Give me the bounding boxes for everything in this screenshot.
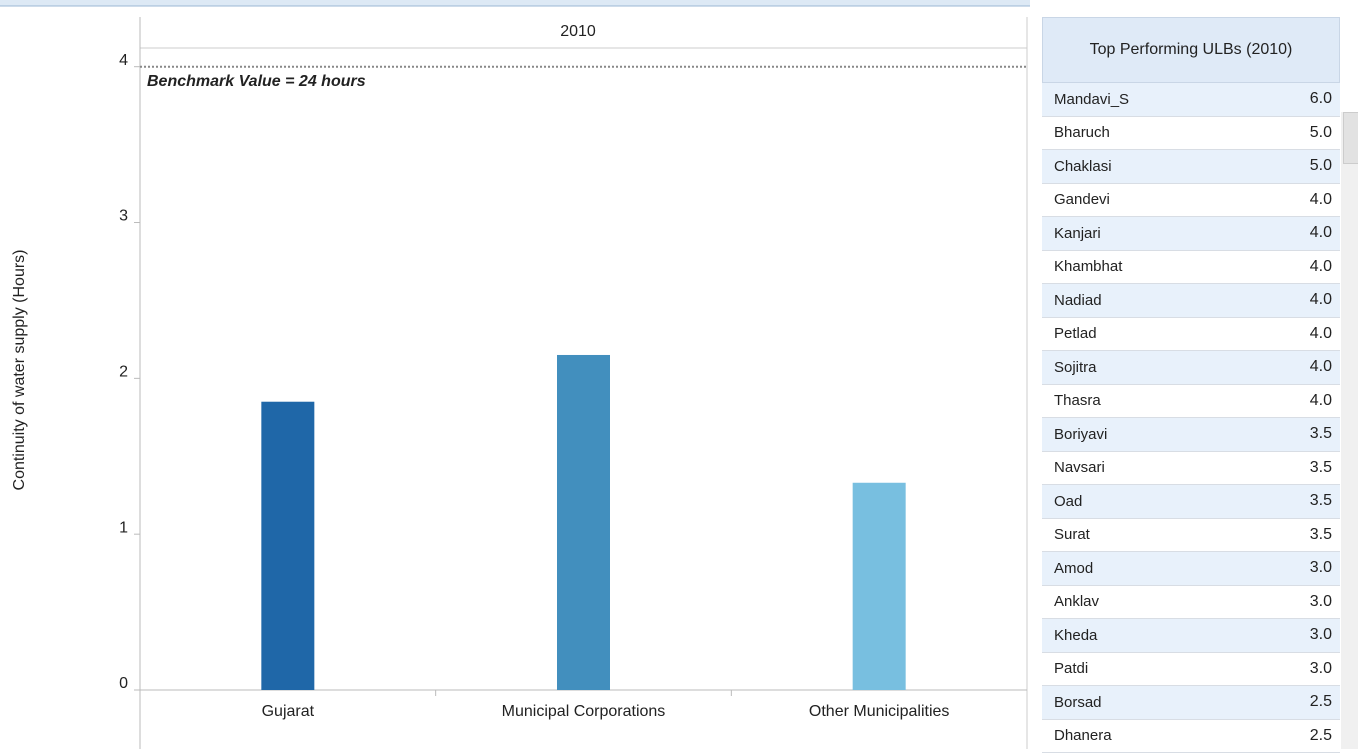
table-row: Boriyavi 3.5 (1042, 418, 1340, 452)
cell-name: Petlad (1054, 325, 1097, 342)
cell-value: 4.0 (1310, 325, 1332, 343)
cell-name: Kheda (1054, 627, 1097, 644)
cell-value: 3.5 (1310, 526, 1332, 544)
chart: 2010 Continuity of water supply (Hours) … (0, 0, 1030, 749)
y-tick-label: 0 (119, 675, 128, 692)
cell-name: Sojitra (1054, 359, 1097, 376)
table-row: Borsad 2.5 (1042, 686, 1340, 720)
table-row: Khambhat 4.0 (1042, 251, 1340, 285)
bar (557, 355, 610, 690)
cell-name: Chaklasi (1054, 158, 1112, 175)
cell-name: Khambhat (1054, 258, 1122, 275)
table-row: Thasra 4.0 (1042, 385, 1340, 419)
cell-name: Nadiad (1054, 292, 1102, 309)
table-row: Dhanera 2.5 (1042, 720, 1340, 753)
table-row: Gandevi 4.0 (1042, 184, 1340, 218)
cell-value: 3.5 (1310, 492, 1332, 510)
cell-name: Boriyavi (1054, 426, 1107, 443)
cell-name: Mandavi_S (1054, 91, 1129, 108)
table-row: Bharuch 5.0 (1042, 117, 1340, 151)
table-row: Anklav 3.0 (1042, 586, 1340, 620)
table-row: Oad 3.5 (1042, 485, 1340, 519)
cell-name: Oad (1054, 493, 1082, 510)
cell-value: 5.0 (1310, 157, 1332, 175)
y-tick-label: 2 (119, 364, 128, 381)
cell-value: 3.0 (1310, 626, 1332, 644)
cell-name: Navsari (1054, 459, 1105, 476)
cell-name: Anklav (1054, 593, 1099, 610)
table-row: Navsari 3.5 (1042, 452, 1340, 486)
table-row: Amod 3.0 (1042, 552, 1340, 586)
cell-value: 3.0 (1310, 559, 1332, 577)
cell-name: Bharuch (1054, 124, 1110, 141)
table-body: Mandavi_S 6.0 Bharuch 5.0 Chaklasi 5.0 Gandevi… (1042, 83, 1340, 753)
table-row: Patdi 3.0 (1042, 653, 1340, 687)
scrollbar[interactable] (1341, 112, 1358, 749)
cell-name: Kanjari (1054, 225, 1101, 242)
table-row: Kanjari 4.0 (1042, 217, 1340, 251)
y-axis-label: Continuity of water supply (Hours) (11, 250, 28, 491)
cell-name: Surat (1054, 526, 1090, 543)
table-row: Sojitra 4.0 (1042, 351, 1340, 385)
y-tick-label: 1 (119, 519, 128, 536)
cell-value: 4.0 (1310, 358, 1332, 376)
cell-value: 4.0 (1310, 258, 1332, 276)
table-row: Chaklasi 5.0 (1042, 150, 1340, 184)
cell-name: Amod (1054, 560, 1093, 577)
x-tick-label: Gujarat (262, 703, 315, 720)
cell-name: Thasra (1054, 392, 1101, 409)
cell-name: Gandevi (1054, 191, 1110, 208)
panel-header: 2010 (560, 23, 596, 40)
table-row: Petlad 4.0 (1042, 318, 1340, 352)
cell-value: 4.0 (1310, 392, 1332, 410)
reference-label: Benchmark Value = 24 hours (147, 73, 366, 90)
cell-value: 3.5 (1310, 459, 1332, 477)
cell-value: 4.0 (1310, 291, 1332, 309)
table-title: Top Performing ULBs (2010) (1042, 17, 1340, 83)
scrollbar-thumb[interactable] (1343, 112, 1358, 164)
cell-value: 3.5 (1310, 425, 1332, 443)
table-row: Kheda 3.0 (1042, 619, 1340, 653)
top-band (0, 0, 1030, 6)
cell-name: Dhanera (1054, 727, 1112, 744)
cell-value: 3.0 (1310, 593, 1332, 611)
y-tick-label: 4 (119, 52, 128, 69)
cell-value: 2.5 (1310, 693, 1332, 711)
cell-value: 3.0 (1310, 660, 1332, 678)
bar (853, 483, 906, 690)
y-tick-label: 3 (119, 208, 128, 225)
table: Top Performing ULBs (2010) Mandavi_S 6.0 B… (1042, 17, 1340, 753)
cell-value: 5.0 (1310, 124, 1332, 142)
table-row: Mandavi_S 6.0 (1042, 83, 1340, 117)
x-tick-label: Municipal Corporations (502, 703, 666, 720)
table-row: Nadiad 4.0 (1042, 284, 1340, 318)
bar (261, 402, 314, 690)
table-row: Surat 3.5 (1042, 519, 1340, 553)
cell-value: 4.0 (1310, 191, 1332, 209)
cell-name: Patdi (1054, 660, 1088, 677)
cell-value: 4.0 (1310, 224, 1332, 242)
x-tick-label: Other Municipalities (809, 703, 950, 720)
cell-value: 6.0 (1310, 90, 1332, 108)
cell-name: Borsad (1054, 694, 1102, 711)
cell-value: 2.5 (1310, 727, 1332, 745)
